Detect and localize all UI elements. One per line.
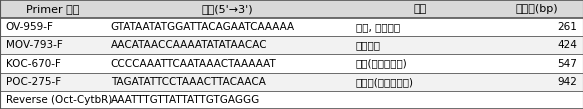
Bar <box>105 0 350 18</box>
Bar <box>350 18 490 36</box>
Bar <box>350 36 490 54</box>
Bar <box>0 18 105 36</box>
Text: 서열(5'→3'): 서열(5'→3') <box>202 4 253 14</box>
Text: CCCCAAATTCAATAAACTAAAAAT: CCCCAAATTCAATAAACTAAAAAT <box>111 59 276 69</box>
Text: KOC-670-F: KOC-670-F <box>6 59 61 69</box>
Text: Primer 정보: Primer 정보 <box>26 4 79 14</box>
Text: 261: 261 <box>557 22 577 32</box>
Bar <box>350 73 490 91</box>
Text: 모리타니: 모리타니 <box>356 40 381 50</box>
Text: 424: 424 <box>557 40 577 50</box>
Bar <box>490 73 583 91</box>
Bar <box>490 91 583 109</box>
Text: 타겟: 타겟 <box>413 4 426 14</box>
Bar <box>0 0 105 18</box>
Text: OV-959-F: OV-959-F <box>6 22 54 32</box>
Bar <box>490 0 583 18</box>
Bar <box>105 18 350 36</box>
Bar <box>105 54 350 73</box>
Bar <box>490 36 583 54</box>
Text: AAATTTGTTATTATTGTGAGGG: AAATTTGTTATTATTGTGAGGG <box>111 95 260 105</box>
Text: 942: 942 <box>557 77 577 87</box>
Bar <box>350 54 490 73</box>
Text: Reverse (Oct-CytbR): Reverse (Oct-CytbR) <box>6 95 112 105</box>
Bar <box>0 73 105 91</box>
Text: GTATAATATGGATTACAGAATCAAAAA: GTATAATATGGATTACAGAATCAAAAA <box>111 22 295 32</box>
Text: AACATAACCAAAATATATAACAC: AACATAACCAAAATATATAACAC <box>111 40 268 50</box>
Bar <box>350 91 490 109</box>
Text: 필리핀(리이프문어): 필리핀(리이프문어) <box>356 77 413 87</box>
Bar <box>105 36 350 54</box>
Text: MOV-793-F: MOV-793-F <box>6 40 62 50</box>
Text: 사이즈(bp): 사이즈(bp) <box>515 4 558 14</box>
Text: 한국(밤나무문어): 한국(밤나무문어) <box>356 59 408 69</box>
Bar <box>0 36 105 54</box>
Bar <box>105 73 350 91</box>
Bar <box>0 54 105 73</box>
Bar <box>490 18 583 36</box>
Text: 한국, 모리타니: 한국, 모리타니 <box>356 22 400 32</box>
Bar <box>0 91 105 109</box>
Bar <box>350 0 490 18</box>
Bar <box>490 54 583 73</box>
Text: POC-275-F: POC-275-F <box>6 77 61 87</box>
Bar <box>105 91 350 109</box>
Text: TAGATATTCCTAAACTTACAACA: TAGATATTCCTAAACTTACAACA <box>111 77 266 87</box>
Text: 547: 547 <box>557 59 577 69</box>
